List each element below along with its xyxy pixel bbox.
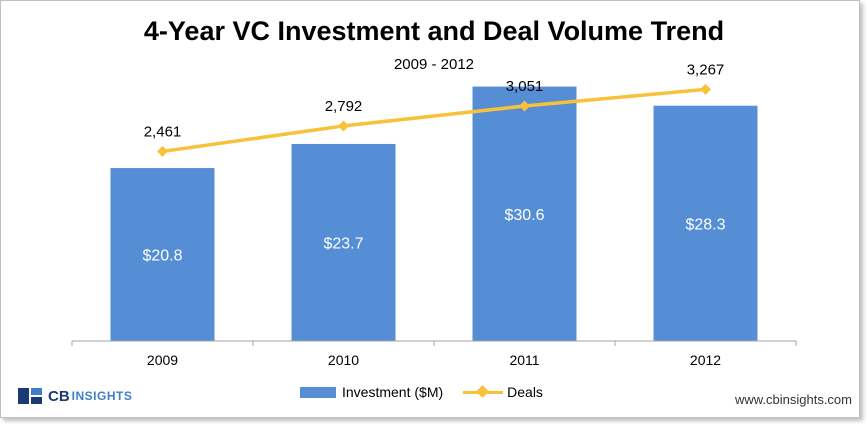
deals-line-series (157, 83, 711, 157)
deals-value-label: 3,051 (506, 78, 544, 95)
chart-subtitle: 2009 - 2012 (393, 56, 475, 73)
bar-2011 (472, 86, 577, 341)
x-tick-label: 2009 (147, 352, 178, 368)
deals-line (162, 87, 706, 154)
legend-item-investment: Investment ($M) (300, 384, 443, 400)
deals-value-label: 2,792 (325, 98, 363, 115)
legend-swatch-investment (300, 386, 336, 398)
x-axis-ticks (71, 341, 797, 346)
logo-insights-text: INSIGHTS (71, 389, 133, 403)
legend-swatch-deals (463, 385, 504, 399)
x-tick-label: 2011 (509, 352, 539, 368)
deals-point-marker (700, 83, 711, 95)
bar-value-label: $23.7 (323, 235, 363, 252)
deals-point-marker (157, 145, 168, 157)
website-url: www.cbinsights.com (734, 392, 852, 407)
bar-2009 (110, 168, 215, 341)
deals-value-label: 3,267 (687, 61, 725, 78)
bar-value-labels: $20.8 $23.7 $30.6 $28.3 (142, 207, 725, 265)
bar-series (110, 86, 758, 341)
legend-label-deals: Deals (507, 384, 543, 400)
bar-2010 (291, 143, 396, 341)
legend-item-deals: Deals (463, 384, 543, 400)
logo-cb-text: CB (48, 387, 70, 405)
x-tick-label: 2012 (690, 352, 721, 368)
bar-value-label: $28.3 (685, 216, 725, 233)
bar-value-label: $30.6 (504, 207, 544, 224)
bar-value-label: $20.8 (142, 248, 182, 265)
chart-title: 4-Year VC Investment and Deal Volume Tre… (143, 16, 725, 46)
cb-insights-logo: CB INSIGHTS (18, 386, 132, 406)
legend: Investment ($M) Deals (300, 384, 563, 400)
x-axis-labels: 2009 2010 2011 2012 (147, 352, 721, 368)
legend-label-investment: Investment ($M) (342, 384, 444, 400)
cb-logo-mark-icon (18, 388, 42, 404)
deals-value-labels: 2,461 2,792 3,051 3,267 (144, 61, 725, 140)
deals-point-marker (519, 100, 530, 112)
bar-2012 (653, 105, 758, 341)
x-tick-label: 2010 (328, 352, 359, 368)
deals-point-marker (338, 120, 349, 132)
deals-value-label: 2,461 (144, 123, 182, 140)
